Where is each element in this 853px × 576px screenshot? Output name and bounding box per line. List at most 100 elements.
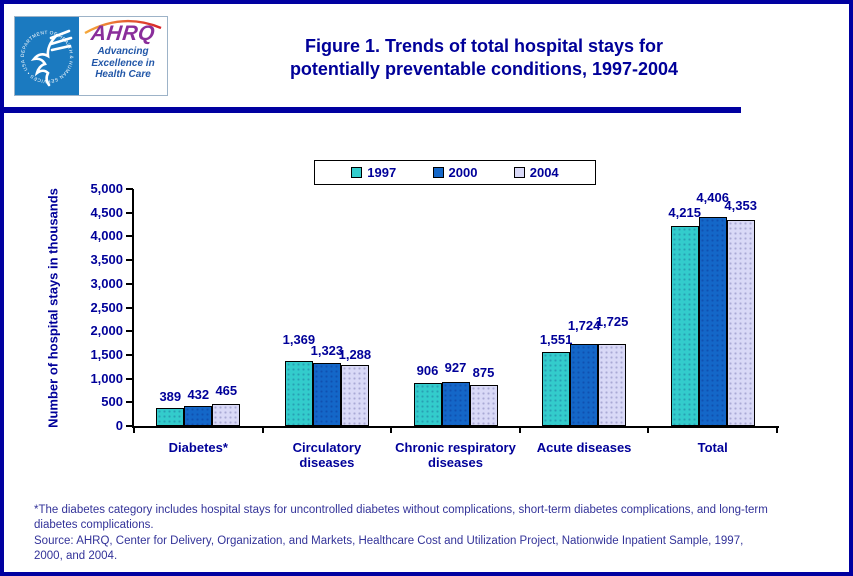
category-label: Acute diseases [514, 440, 655, 455]
legend-item-2000: 2000 [432, 165, 478, 180]
y-axis-tick [126, 188, 133, 190]
bar-value-label: 1,323 [310, 343, 344, 359]
legend-swatch-icon [351, 167, 363, 178]
legend-label: 2000 [448, 165, 478, 180]
bar-2004-diabetes- [212, 403, 241, 426]
category-label: Total [642, 440, 783, 455]
bar-value-label: 4,215 [668, 205, 701, 221]
footer: *The diabetes category includes hospital… [34, 503, 830, 565]
category-label-line: Chronic respiratory [395, 440, 516, 455]
category-label-line: diseases [428, 455, 483, 470]
bar-1997-circulatory-diseases [284, 361, 313, 426]
bar-1997-total [670, 226, 699, 426]
category-label: Diabetes* [128, 440, 269, 455]
ahrq-tagline: Advancing Excellence in Health Care [79, 46, 167, 81]
bar-1997-acute-diseases [542, 352, 571, 426]
bar-value-label: 432 [187, 386, 210, 402]
x-axis-tick [647, 428, 650, 433]
y-tick-label: 4,000 [90, 228, 123, 244]
bar-value-label: 4,406 [696, 190, 729, 206]
bar-value-label: 927 [444, 360, 467, 376]
footnote-line-2: diabetes complications. [34, 519, 154, 531]
bar-value-label: 389 [159, 388, 182, 404]
category-label-line: diseases [299, 455, 355, 470]
category-label-line: Acute diseases [536, 440, 632, 455]
y-tick-label: 0 [115, 418, 123, 433]
bar-2000-circulatory-diseases [312, 363, 341, 426]
bar-1997-diabetes- [156, 407, 185, 426]
category-label-line: Total [697, 440, 728, 455]
y-axis-tick [126, 282, 133, 285]
bar-1997-chronic-respiratory-diseases [413, 383, 442, 426]
category-label: Chronic respiratory diseases [385, 440, 526, 470]
category-label-line: Diabetes* [168, 440, 228, 455]
bar-value-label: 1,288 [338, 346, 372, 362]
chart-legend: 1997 2000 2004 [314, 160, 596, 185]
y-axis-tick [126, 211, 133, 214]
header-separator [4, 107, 741, 113]
y-axis-tick [126, 235, 133, 238]
tagline-line: Advancing [97, 46, 149, 57]
legend-item-1997: 1997 [351, 165, 396, 180]
footnote-line-1: *The diabetes category includes hospital… [34, 504, 768, 516]
y-axis-tick [126, 259, 133, 262]
bar-value-label: 1,724 [567, 318, 601, 334]
x-axis-tick [518, 428, 521, 433]
bar-2004-chronic-respiratory-diseases [469, 384, 498, 426]
y-tick-label: 1,000 [90, 370, 123, 386]
bar-2004-total [726, 219, 755, 426]
bar-value-label: 906 [416, 363, 439, 379]
y-tick-label: 2,000 [90, 323, 123, 339]
tagline-line: Health Care [95, 69, 151, 80]
ahrq-hhs-logo: DEPARTMENT OF HEALTH & HUMAN SERVICES • … [14, 16, 168, 96]
figure-title-line-2: potentially preventable conditions, 1997… [289, 59, 679, 79]
bar-2000-total [698, 217, 727, 426]
bar-2004-circulatory-diseases [340, 364, 369, 426]
y-tick-label: 4,500 [90, 204, 123, 220]
bar-2000-diabetes- [184, 405, 213, 426]
x-axis-tick [261, 428, 264, 433]
bar-2000-chronic-respiratory-diseases [441, 382, 470, 426]
y-tick-label: 1,500 [90, 346, 123, 362]
footnote: *The diabetes category includes hospital… [34, 503, 830, 533]
y-axis-tick [126, 306, 133, 309]
source-line-1: Source: AHRQ, Center for Delivery, Organ… [34, 535, 744, 547]
y-tick-label: 5,000 [90, 181, 123, 196]
x-axis-tick [776, 428, 778, 433]
ahrq-logo-text-area: AHRQ Advancing Excellence in Health Care [79, 17, 167, 95]
hhs-seal-icon: DEPARTMENT OF HEALTH & HUMAN SERVICES • … [15, 17, 79, 95]
y-axis-tick [126, 330, 133, 333]
hhs-eagle-icon: DEPARTMENT OF HEALTH & HUMAN SERVICES • … [20, 29, 74, 87]
category-label: Circulatory diseases [257, 440, 398, 470]
bar-2004-acute-diseases [598, 344, 627, 426]
tagline-line: Excellence in [91, 57, 155, 69]
figure-title: Figure 1. Trends of total hospital stays… [184, 35, 784, 81]
legend-label: 2004 [529, 165, 559, 180]
y-tick-label: 500 [101, 394, 123, 410]
x-axis-tick [133, 428, 135, 433]
legend-label: 1997 [367, 165, 397, 180]
bar-2000-acute-diseases [570, 344, 599, 426]
y-axis-tick [126, 425, 133, 427]
figure-title-line-1: Figure 1. Trends of total hospital stays… [304, 36, 664, 56]
y-axis-tick [126, 401, 133, 404]
legend-swatch-icon [513, 167, 525, 178]
y-tick-label: 3,500 [90, 252, 123, 268]
bar-value-label: 465 [215, 382, 238, 398]
y-axis-tick [126, 377, 133, 380]
source-note: Source: AHRQ, Center for Delivery, Organ… [34, 534, 830, 564]
ahrq-arc-icon [84, 19, 162, 34]
y-tick-label: 3,000 [90, 275, 123, 291]
bar-value-label: 875 [472, 364, 495, 380]
bar-value-label: 4,353 [724, 197, 757, 213]
source-line-2: 2000, and 2004. [34, 550, 118, 562]
x-axis-tick [390, 428, 393, 433]
y-axis [132, 189, 134, 428]
category-label-line: Circulatory [292, 440, 362, 455]
x-axis [132, 426, 779, 428]
legend-swatch-icon [432, 167, 444, 178]
bar-value-label: 1,551 [539, 332, 573, 348]
legend-item-2004: 2004 [513, 165, 559, 180]
